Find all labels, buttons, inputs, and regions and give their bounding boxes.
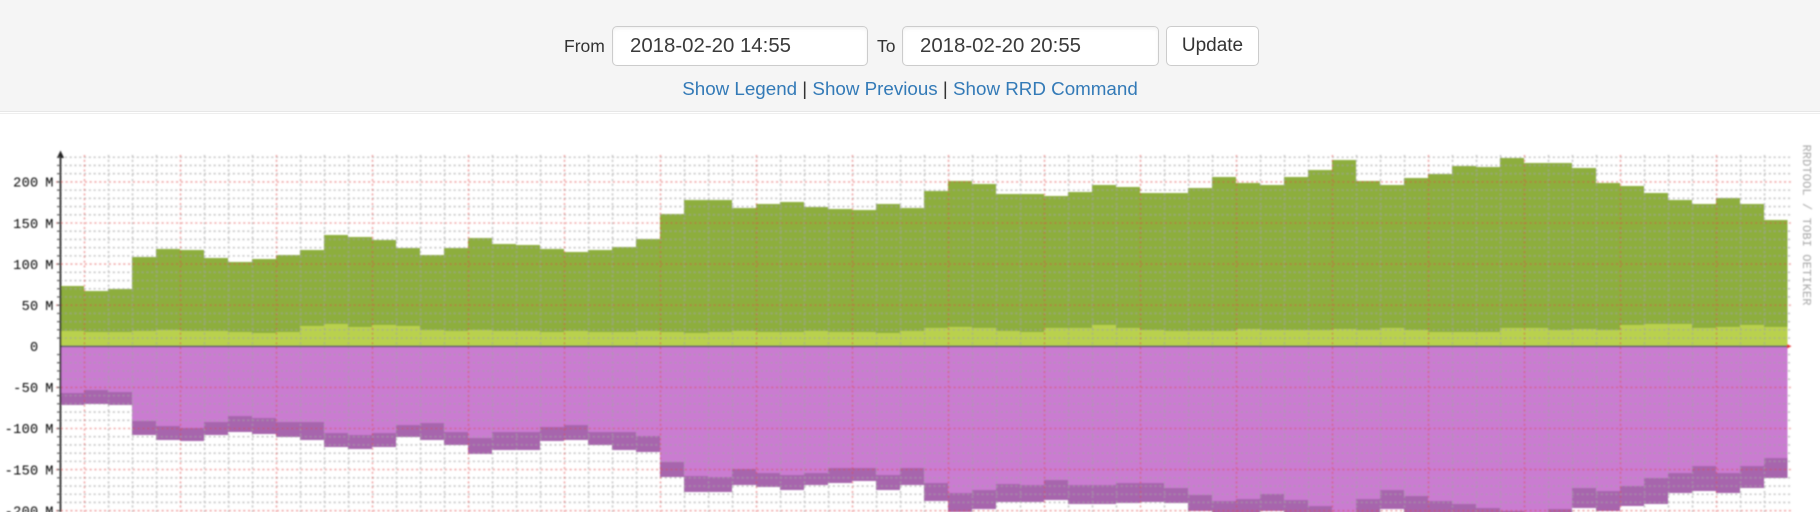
svg-text:M: M [45, 218, 53, 233]
svg-text:0: 0 [30, 341, 38, 356]
svg-text:M: M [45, 300, 53, 315]
svg-text:50: 50 [22, 300, 39, 315]
svg-text:100: 100 [13, 259, 38, 274]
svg-text:M: M [45, 177, 53, 192]
svg-text:200: 200 [13, 177, 38, 192]
svg-text:M: M [45, 382, 53, 397]
svg-text:M: M [45, 423, 53, 438]
svg-text:RRDTOOL / TOBI OETIKER: RRDTOOL / TOBI OETIKER [1799, 145, 1813, 306]
svg-text:-100: -100 [5, 423, 39, 438]
svg-text:M: M [45, 259, 53, 274]
svg-text:M: M [45, 505, 53, 512]
svg-text:M: M [45, 464, 53, 479]
svg-text:-150: -150 [5, 464, 39, 479]
svg-text:150: 150 [13, 218, 38, 233]
svg-text:-200: -200 [5, 505, 39, 512]
svg-text:-50: -50 [13, 382, 38, 397]
